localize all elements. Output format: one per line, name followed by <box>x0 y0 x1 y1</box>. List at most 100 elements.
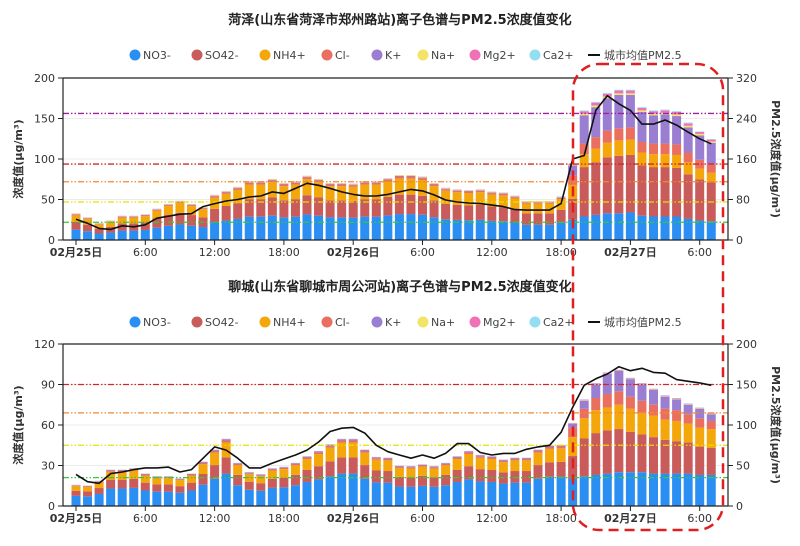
bar-segment-no3 <box>684 474 693 506</box>
bar-segment-so42 <box>603 157 612 213</box>
bar-segment-no3 <box>487 482 496 506</box>
bar-segment-k <box>175 479 184 480</box>
bar-segment-no3 <box>557 477 566 506</box>
bar-segment-k <box>487 457 496 458</box>
bar-segment-cl <box>672 144 681 155</box>
y2-tick-label: 200 <box>736 338 757 351</box>
legend-item-cl: Cl- <box>322 49 350 62</box>
bar-segment-k <box>510 458 519 459</box>
bar-stack <box>441 188 450 240</box>
bar-segment-cl <box>372 183 381 185</box>
y-tick-label: 60 <box>41 419 55 432</box>
bar-segment-so42 <box>464 205 473 220</box>
bar-segment-cl <box>441 464 450 465</box>
legend-item-ca2: Ca2+ <box>530 316 574 329</box>
bar-stack <box>268 179 277 240</box>
bar-segment-nh4 <box>199 464 208 474</box>
bar-segment-no3 <box>187 226 196 240</box>
bar-segment-so42 <box>430 477 439 487</box>
bar-segment-so42 <box>557 210 566 223</box>
bar-stack <box>129 216 138 240</box>
legend-label: 城市均值PM2.5 <box>604 315 682 329</box>
bar-segment-nh4 <box>649 154 658 167</box>
bar-segment-no3 <box>279 217 288 240</box>
bar-segment-k <box>695 409 704 418</box>
bar-stack <box>534 201 543 240</box>
legend-label: K+ <box>385 49 401 62</box>
bar-segment-so42 <box>383 471 392 483</box>
bar-segment-mg2 <box>580 400 589 401</box>
bar-segment-cl <box>118 217 127 218</box>
bar-segment-nh4 <box>372 185 381 200</box>
bar-segment-no3 <box>672 217 681 240</box>
bar-segment-cl <box>626 127 635 139</box>
bar-segment-k <box>614 95 623 128</box>
bar-segment-k <box>245 473 254 474</box>
bar-segment-no3 <box>418 486 427 506</box>
bar-segment-no3 <box>106 488 115 506</box>
bar-segment-cl <box>487 458 496 459</box>
bar-segment-so42 <box>499 207 508 221</box>
bar-segment-cl <box>395 467 404 468</box>
y2-axis-label: PM2.5浓度值(μg/m³) <box>769 100 783 218</box>
bar-segment-nh4 <box>291 465 300 474</box>
bar-segment-na <box>695 134 704 136</box>
bar-segment-k <box>279 184 288 185</box>
bar-segment-mg2 <box>591 103 600 106</box>
bar-segment-no3 <box>326 476 335 506</box>
bar-segment-no3 <box>383 215 392 240</box>
bar-segment-cl <box>649 405 658 416</box>
legend-label: Mg2+ <box>483 316 516 329</box>
bar-stack <box>372 181 381 240</box>
bar-segment-so42 <box>707 448 716 475</box>
legend-label: Ca2+ <box>543 316 574 329</box>
bar-segment-cl <box>72 486 81 487</box>
bar-stack <box>72 213 81 240</box>
bar-segment-no3 <box>534 225 543 240</box>
bar-segment-so42 <box>303 470 312 482</box>
bar-segment-no3 <box>522 225 531 240</box>
legend-swatch <box>130 50 141 61</box>
x-tick-label: 12:00 <box>476 246 508 259</box>
bar-segment-cl <box>245 473 254 474</box>
bar-segment-so42 <box>210 209 219 222</box>
bar-stack <box>626 90 635 240</box>
bar-segment-ca2 <box>580 110 589 111</box>
bar-segment-no3 <box>210 222 219 240</box>
bar-stack <box>118 216 127 240</box>
bar-stack <box>637 107 646 240</box>
bar-segment-mg2 <box>614 370 623 371</box>
bar-segment-na <box>626 93 635 95</box>
bar-segment-cl <box>661 144 670 155</box>
bar-stack <box>245 181 254 240</box>
bar-segment-na <box>684 126 693 128</box>
bar-segment-so42 <box>522 213 531 224</box>
bar-segment-so42 <box>279 200 288 217</box>
bar-segment-nh4 <box>106 222 115 227</box>
bar-segment-so42 <box>430 200 439 217</box>
bar-segment-nh4 <box>129 470 138 478</box>
bar-segment-k <box>406 176 415 177</box>
bar-segment-nh4 <box>672 155 681 168</box>
bar-segment-no3 <box>199 227 208 240</box>
bar-segment-no3 <box>83 231 92 240</box>
bar-segment-no3 <box>603 474 612 506</box>
bar-segment-k <box>222 192 231 193</box>
bar-segment-so42 <box>268 479 277 488</box>
bar-segment-k <box>591 385 600 399</box>
bar-segment-nh4 <box>661 154 670 167</box>
bar-stack <box>141 214 150 240</box>
bar-stack <box>522 458 531 506</box>
bar-segment-so42 <box>175 486 184 493</box>
bar-segment-no3 <box>199 485 208 506</box>
bar-segment-so42 <box>303 195 312 214</box>
bar-segment-k <box>383 179 392 180</box>
bar-stack <box>661 110 670 240</box>
bar-segment-so42 <box>256 483 265 491</box>
legend-item-k: K+ <box>372 49 402 62</box>
bar-segment-nh4 <box>510 460 519 471</box>
bar-stack <box>372 457 381 506</box>
bar-segment-no3 <box>661 474 670 506</box>
bar-segment-so42 <box>279 478 288 487</box>
bar-stack <box>476 189 485 240</box>
